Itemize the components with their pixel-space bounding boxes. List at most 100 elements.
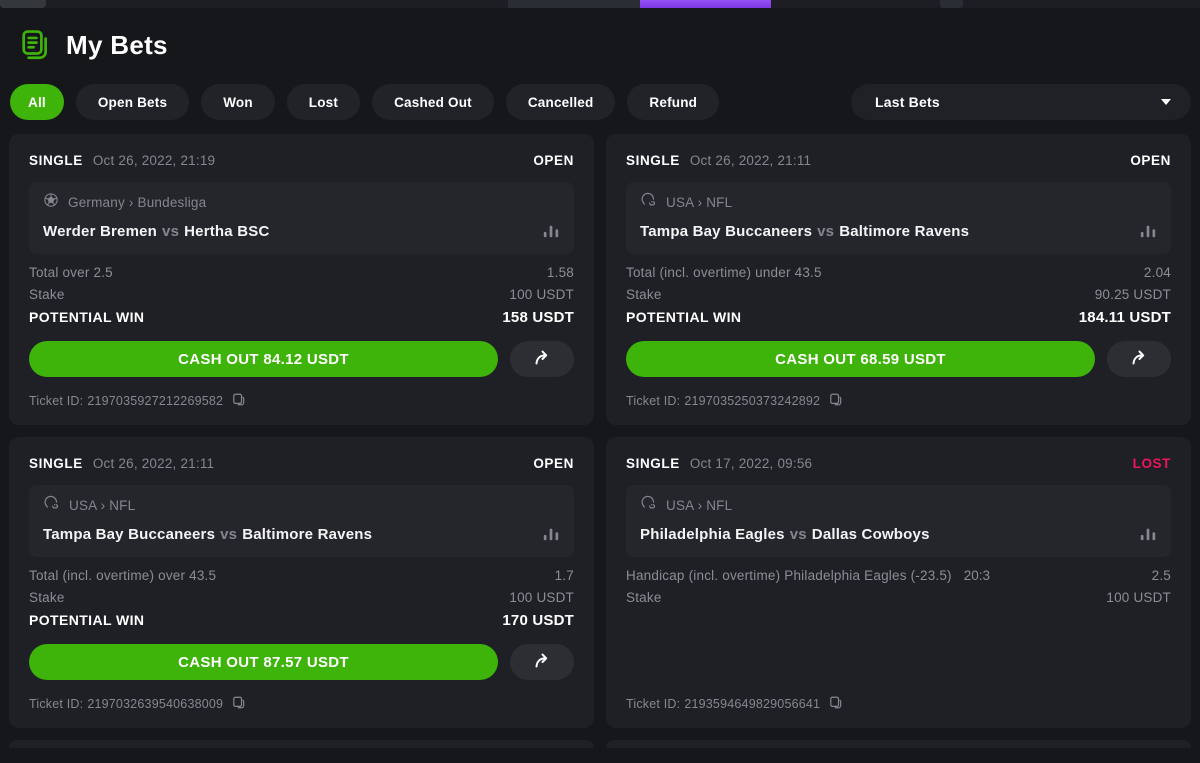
top-nav-purple-button-fragment[interactable]: [640, 0, 771, 8]
market-row: Total over 2.5 1.58: [29, 265, 574, 280]
filter-refund[interactable]: Refund: [627, 84, 720, 120]
copy-icon: [828, 695, 842, 713]
bet-card-peek: [9, 740, 594, 748]
vs-label: vs: [789, 525, 807, 543]
page-title: My Bets: [66, 29, 168, 60]
market-row: Total (incl. overtime) over 43.5 1.7: [29, 568, 574, 583]
away-team: Hertha BSC: [184, 222, 270, 240]
potential-win-value: 184.11 USDT: [1078, 309, 1171, 326]
odds-value: 1.7: [554, 568, 574, 583]
bet-date: Oct 26, 2022, 21:11: [92, 455, 215, 471]
bet-card-header: SINGLE Oct 17, 2022, 09:56 LOST: [626, 453, 1171, 473]
cash-out-button[interactable]: CASH OUT 87.57 USDT: [29, 644, 498, 680]
stake-label: Stake: [626, 590, 662, 605]
share-arrow-icon: [1129, 348, 1149, 371]
copy-icon: [231, 392, 245, 410]
ticket-id-value: 2197035250373242892: [684, 393, 821, 408]
cash-out-button[interactable]: CASH OUT 68.59 USDT: [626, 341, 1095, 377]
status-badge: OPEN: [533, 152, 574, 168]
filter-all[interactable]: All: [10, 84, 64, 120]
my-bets-tickets-icon: [18, 28, 52, 62]
copy-ticket-button[interactable]: [828, 695, 842, 713]
soccer-ball-icon: [43, 192, 59, 213]
bet-card: SINGLE Oct 17, 2022, 09:56 LOST USA › NF…: [606, 437, 1191, 728]
filter-pills: All Open Bets Won Lost Cashed Out Cancel…: [10, 84, 720, 120]
ticket-id-value: 2197035927212269582: [87, 393, 224, 408]
ticket-id-label: Ticket ID:: [626, 696, 681, 711]
stake-label: Stake: [29, 590, 65, 605]
copy-ticket-button[interactable]: [231, 392, 245, 410]
sort-selected-value: Last Bets: [875, 94, 940, 110]
filter-lost[interactable]: Lost: [286, 84, 361, 120]
filter-open-bets[interactable]: Open Bets: [75, 84, 190, 120]
stats-bars-icon[interactable]: [1139, 525, 1157, 543]
bet-card-header: SINGLE Oct 26, 2022, 21:11 OPEN: [29, 453, 574, 473]
stats-bars-icon[interactable]: [542, 525, 560, 543]
bet-card-header: SINGLE Oct 26, 2022, 21:19 OPEN: [29, 150, 574, 170]
copy-icon: [231, 695, 245, 713]
market-name: Handicap (incl. overtime) Philadelphia E…: [626, 568, 952, 583]
filter-cancelled[interactable]: Cancelled: [505, 84, 616, 120]
league-breadcrumb: USA › NFL: [666, 194, 733, 210]
stake-label: Stake: [29, 287, 65, 302]
ticket-id-label: Ticket ID:: [626, 393, 681, 408]
match-title: Tampa Bay Buccaneers vs Baltimore Ravens: [43, 526, 372, 543]
share-bet-button[interactable]: [1107, 341, 1171, 377]
ticket-id-value: 2193594649829056641: [684, 696, 821, 711]
match-title: Werder Bremen vs Hertha BSC: [43, 223, 269, 240]
away-team: Baltimore Ravens: [839, 222, 970, 240]
home-team: Tampa Bay Buccaneers: [43, 525, 216, 543]
bet-card: SINGLE Oct 26, 2022, 21:11 OPEN USA › NF…: [606, 134, 1191, 425]
share-arrow-icon: [532, 348, 552, 371]
market-name: Total (incl. overtime) over 43.5: [29, 568, 217, 583]
stake-value: 100 USDT: [509, 287, 574, 302]
vs-label: vs: [162, 222, 180, 240]
away-team: Baltimore Ravens: [242, 525, 373, 543]
stake-row: Stake 100 USDT: [29, 590, 574, 605]
odds-value: 1.58: [546, 265, 574, 280]
football-helmet-icon: [43, 494, 60, 516]
match-panel[interactable]: USA › NFL Tampa Bay Buccaneers vs Baltimor…: [29, 485, 574, 557]
bet-type: SINGLE: [29, 152, 83, 168]
stake-value: 90.25 USDT: [1094, 287, 1171, 302]
bet-card: SINGLE Oct 26, 2022, 21:19 OPEN Germany …: [9, 134, 594, 425]
ticket-row: Ticket ID: 2197032639540638009: [29, 695, 574, 712]
ticket-id-label: Ticket ID:: [29, 696, 84, 711]
stats-bars-icon[interactable]: [1139, 222, 1157, 240]
home-team: Werder Bremen: [43, 222, 158, 240]
stake-value: 100 USDT: [1106, 590, 1171, 605]
match-panel[interactable]: USA › NFL Philadelphia Eagles vs Dallas Co…: [626, 485, 1171, 557]
match-panel[interactable]: Germany › Bundesliga Werder Bremen vs Hert…: [29, 182, 574, 254]
away-team: Dallas Cowboys: [811, 525, 930, 543]
football-helmet-icon: [640, 191, 657, 213]
status-badge: OPEN: [533, 455, 574, 471]
copy-icon: [828, 392, 842, 410]
cash-out-button[interactable]: CASH OUT 84.12 USDT: [29, 341, 498, 377]
sort-dropdown[interactable]: Last Bets: [851, 84, 1191, 120]
match-title: Philadelphia Eagles vs Dallas Cowboys: [640, 526, 930, 543]
stats-bars-icon[interactable]: [542, 222, 560, 240]
copy-ticket-button[interactable]: [828, 392, 842, 410]
filter-won[interactable]: Won: [201, 84, 275, 120]
bet-date: Oct 17, 2022, 09:56: [689, 455, 813, 471]
status-badge: LOST: [1132, 455, 1171, 471]
copy-ticket-button[interactable]: [231, 695, 245, 713]
bet-card-header: SINGLE Oct 26, 2022, 21:11 OPEN: [626, 150, 1171, 170]
market-name: Total over 2.5: [29, 265, 113, 280]
ticket-id-label: Ticket ID:: [29, 393, 84, 408]
filter-cashed-out[interactable]: Cashed Out: [372, 84, 494, 120]
ticket-row: Ticket ID: 2197035250373242892: [626, 392, 1171, 409]
potential-win-label: POTENTIAL WIN: [29, 309, 145, 325]
stake-value: 100 USDT: [509, 590, 574, 605]
potential-win-label: POTENTIAL WIN: [29, 612, 145, 628]
ticket-row: Ticket ID: 2193594649829056641: [626, 695, 1171, 712]
match-panel[interactable]: USA › NFL Tampa Bay Buccaneers vs Baltimor…: [626, 182, 1171, 254]
league-breadcrumb: USA › NFL: [69, 497, 136, 513]
bet-type: SINGLE: [626, 152, 680, 168]
bet-card: SINGLE Oct 26, 2022, 21:11 OPEN USA › NF…: [9, 437, 594, 728]
status-badge: OPEN: [1130, 152, 1171, 168]
share-bet-button[interactable]: [510, 644, 574, 680]
caret-down-icon: [1161, 99, 1171, 105]
potential-win-row: POTENTIAL WIN 184.11 USDT: [626, 309, 1171, 326]
share-bet-button[interactable]: [510, 341, 574, 377]
